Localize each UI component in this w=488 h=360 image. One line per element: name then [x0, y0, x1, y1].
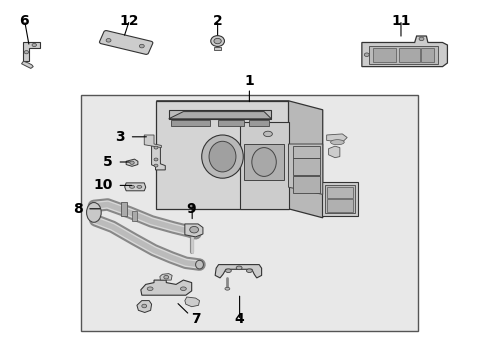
Ellipse shape [330, 140, 344, 145]
Ellipse shape [163, 275, 168, 279]
Ellipse shape [251, 148, 276, 176]
Polygon shape [151, 146, 165, 170]
Bar [217, 120, 244, 126]
Polygon shape [214, 47, 221, 50]
Polygon shape [156, 101, 288, 110]
Polygon shape [23, 42, 40, 61]
Polygon shape [168, 112, 271, 119]
Ellipse shape [129, 185, 134, 188]
Bar [326, 199, 352, 212]
Bar [325, 185, 354, 213]
Ellipse shape [106, 39, 111, 42]
Polygon shape [288, 101, 322, 218]
Bar [293, 176, 320, 193]
Ellipse shape [201, 135, 243, 178]
Ellipse shape [224, 287, 229, 290]
Polygon shape [126, 159, 138, 166]
Ellipse shape [154, 146, 158, 149]
Bar [420, 48, 433, 62]
Polygon shape [168, 110, 271, 119]
Ellipse shape [180, 287, 186, 291]
Bar [326, 187, 352, 198]
Ellipse shape [195, 260, 203, 269]
Bar [81, 95, 417, 331]
Bar [239, 122, 288, 209]
Polygon shape [124, 183, 145, 191]
Polygon shape [137, 301, 151, 312]
Text: 7: 7 [190, 312, 200, 325]
Bar [368, 46, 437, 64]
Ellipse shape [137, 185, 142, 188]
Ellipse shape [364, 53, 368, 57]
Text: 10: 10 [93, 179, 112, 192]
Polygon shape [156, 101, 288, 209]
Ellipse shape [32, 44, 36, 47]
Text: 9: 9 [185, 202, 195, 216]
Bar [132, 211, 137, 221]
Polygon shape [326, 134, 346, 142]
Polygon shape [21, 61, 33, 68]
Ellipse shape [263, 131, 272, 137]
Text: 11: 11 [390, 14, 410, 28]
Polygon shape [144, 135, 161, 148]
Ellipse shape [154, 158, 158, 161]
Polygon shape [184, 224, 203, 237]
Ellipse shape [210, 36, 224, 46]
Ellipse shape [418, 37, 423, 41]
Bar [244, 144, 283, 180]
Ellipse shape [209, 141, 235, 172]
Text: 3: 3 [115, 130, 124, 144]
Polygon shape [215, 265, 261, 278]
Bar [171, 120, 210, 126]
Ellipse shape [225, 269, 231, 273]
Polygon shape [160, 274, 172, 280]
Bar [293, 158, 320, 175]
Ellipse shape [139, 44, 144, 48]
Ellipse shape [246, 269, 252, 273]
Bar [121, 202, 127, 216]
Ellipse shape [147, 287, 153, 291]
Polygon shape [328, 146, 339, 158]
Text: 6: 6 [20, 14, 29, 28]
Bar [372, 48, 395, 62]
Polygon shape [288, 144, 322, 194]
FancyBboxPatch shape [99, 31, 153, 54]
Ellipse shape [154, 164, 158, 167]
Text: 1: 1 [244, 74, 254, 88]
Text: 5: 5 [102, 155, 112, 169]
Polygon shape [141, 280, 191, 295]
Ellipse shape [236, 266, 242, 270]
Bar [398, 48, 419, 62]
Ellipse shape [130, 161, 134, 164]
Ellipse shape [142, 304, 146, 308]
Bar [249, 120, 268, 126]
Ellipse shape [214, 39, 221, 44]
Text: 8: 8 [73, 202, 83, 216]
Bar [293, 146, 320, 158]
Text: 2: 2 [212, 14, 222, 28]
Bar [321, 182, 358, 216]
Ellipse shape [24, 51, 28, 54]
Polygon shape [361, 36, 447, 67]
Text: 12: 12 [120, 14, 139, 28]
Ellipse shape [189, 226, 198, 233]
Ellipse shape [86, 202, 101, 222]
Polygon shape [184, 297, 199, 307]
Text: 4: 4 [234, 312, 244, 326]
